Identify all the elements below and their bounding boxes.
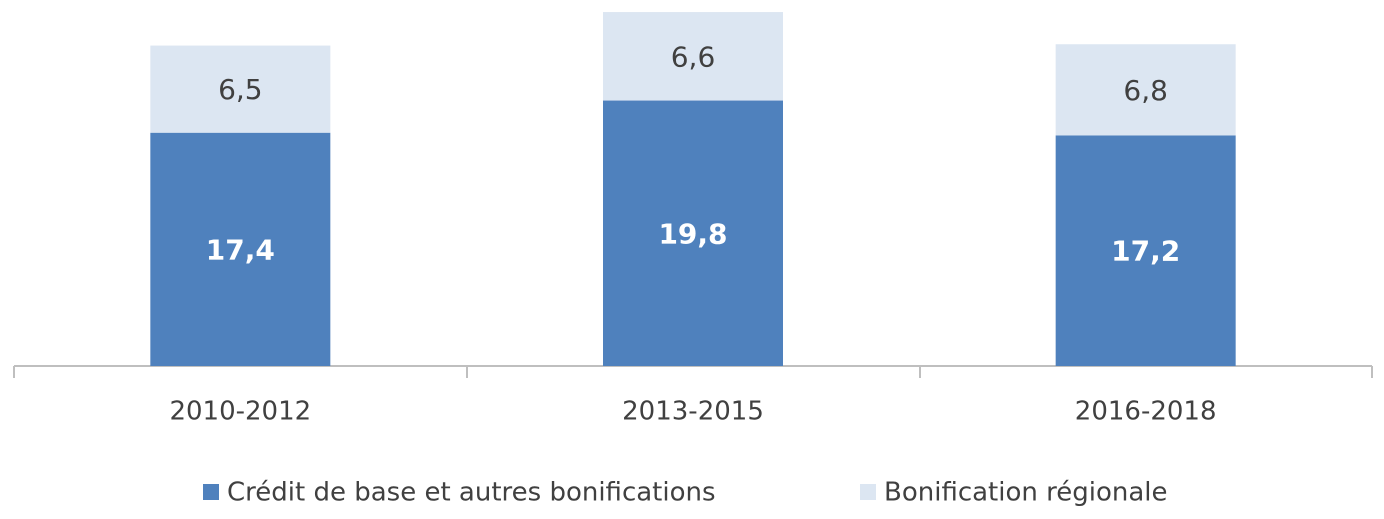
bar-segment <box>603 12 783 101</box>
data-label: 17,2 <box>1111 235 1180 268</box>
x-tick-label: 2010-2012 <box>169 397 311 427</box>
data-label: 19,8 <box>658 217 727 250</box>
legend-label: Crédit de base et autres bonifications <box>227 478 716 508</box>
legend-swatch <box>203 484 219 500</box>
legend-swatch <box>860 484 876 500</box>
data-label: 6,6 <box>671 40 716 73</box>
data-label: 6,8 <box>1123 74 1168 107</box>
bar-segment <box>150 132 331 366</box>
data-label: 17,4 <box>206 233 275 266</box>
bar-segment <box>150 45 331 133</box>
bar-segment <box>1055 44 1236 136</box>
bar-segment <box>1055 135 1236 366</box>
bar-segment <box>603 100 783 367</box>
x-tick-label: 2016-2018 <box>1075 397 1217 427</box>
data-label: 6,5 <box>218 73 263 106</box>
legend-label: Bonification régionale <box>884 478 1168 508</box>
x-tick-label: 2013-2015 <box>622 397 764 427</box>
